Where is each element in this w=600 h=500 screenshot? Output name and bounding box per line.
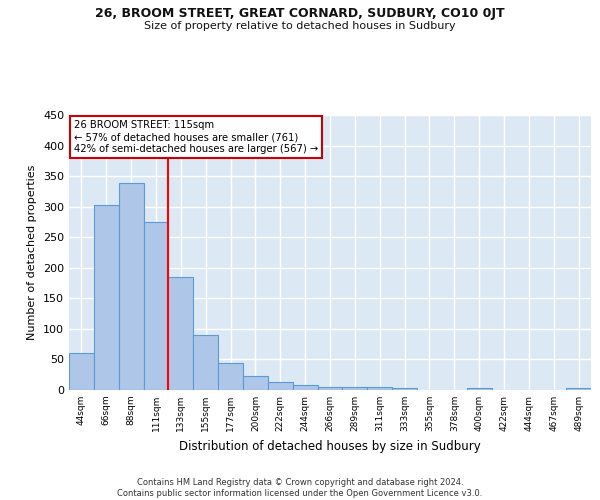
Bar [367,387,392,390]
Text: Contains HM Land Registry data © Crown copyright and database right 2024.
Contai: Contains HM Land Registry data © Crown c… [118,478,482,498]
Bar [193,335,218,390]
Bar [119,184,143,390]
Bar [169,277,193,390]
Bar [392,388,417,390]
Bar [317,387,343,390]
Text: 26, BROOM STREET, GREAT CORNARD, SUDBURY, CO10 0JT: 26, BROOM STREET, GREAT CORNARD, SUDBURY… [95,8,505,20]
Text: 26 BROOM STREET: 115sqm
← 57% of detached houses are smaller (761)
42% of semi-d: 26 BROOM STREET: 115sqm ← 57% of detache… [74,120,319,154]
Bar [243,376,268,390]
Text: Size of property relative to detached houses in Sudbury: Size of property relative to detached ho… [144,21,456,31]
Bar [268,382,293,390]
Y-axis label: Number of detached properties: Number of detached properties [28,165,37,340]
Bar [218,362,243,390]
Bar [143,222,169,390]
Bar [566,388,591,390]
Bar [467,388,491,390]
Bar [343,387,367,390]
Bar [69,352,94,390]
Bar [293,385,317,390]
Bar [94,205,119,390]
X-axis label: Distribution of detached houses by size in Sudbury: Distribution of detached houses by size … [179,440,481,452]
